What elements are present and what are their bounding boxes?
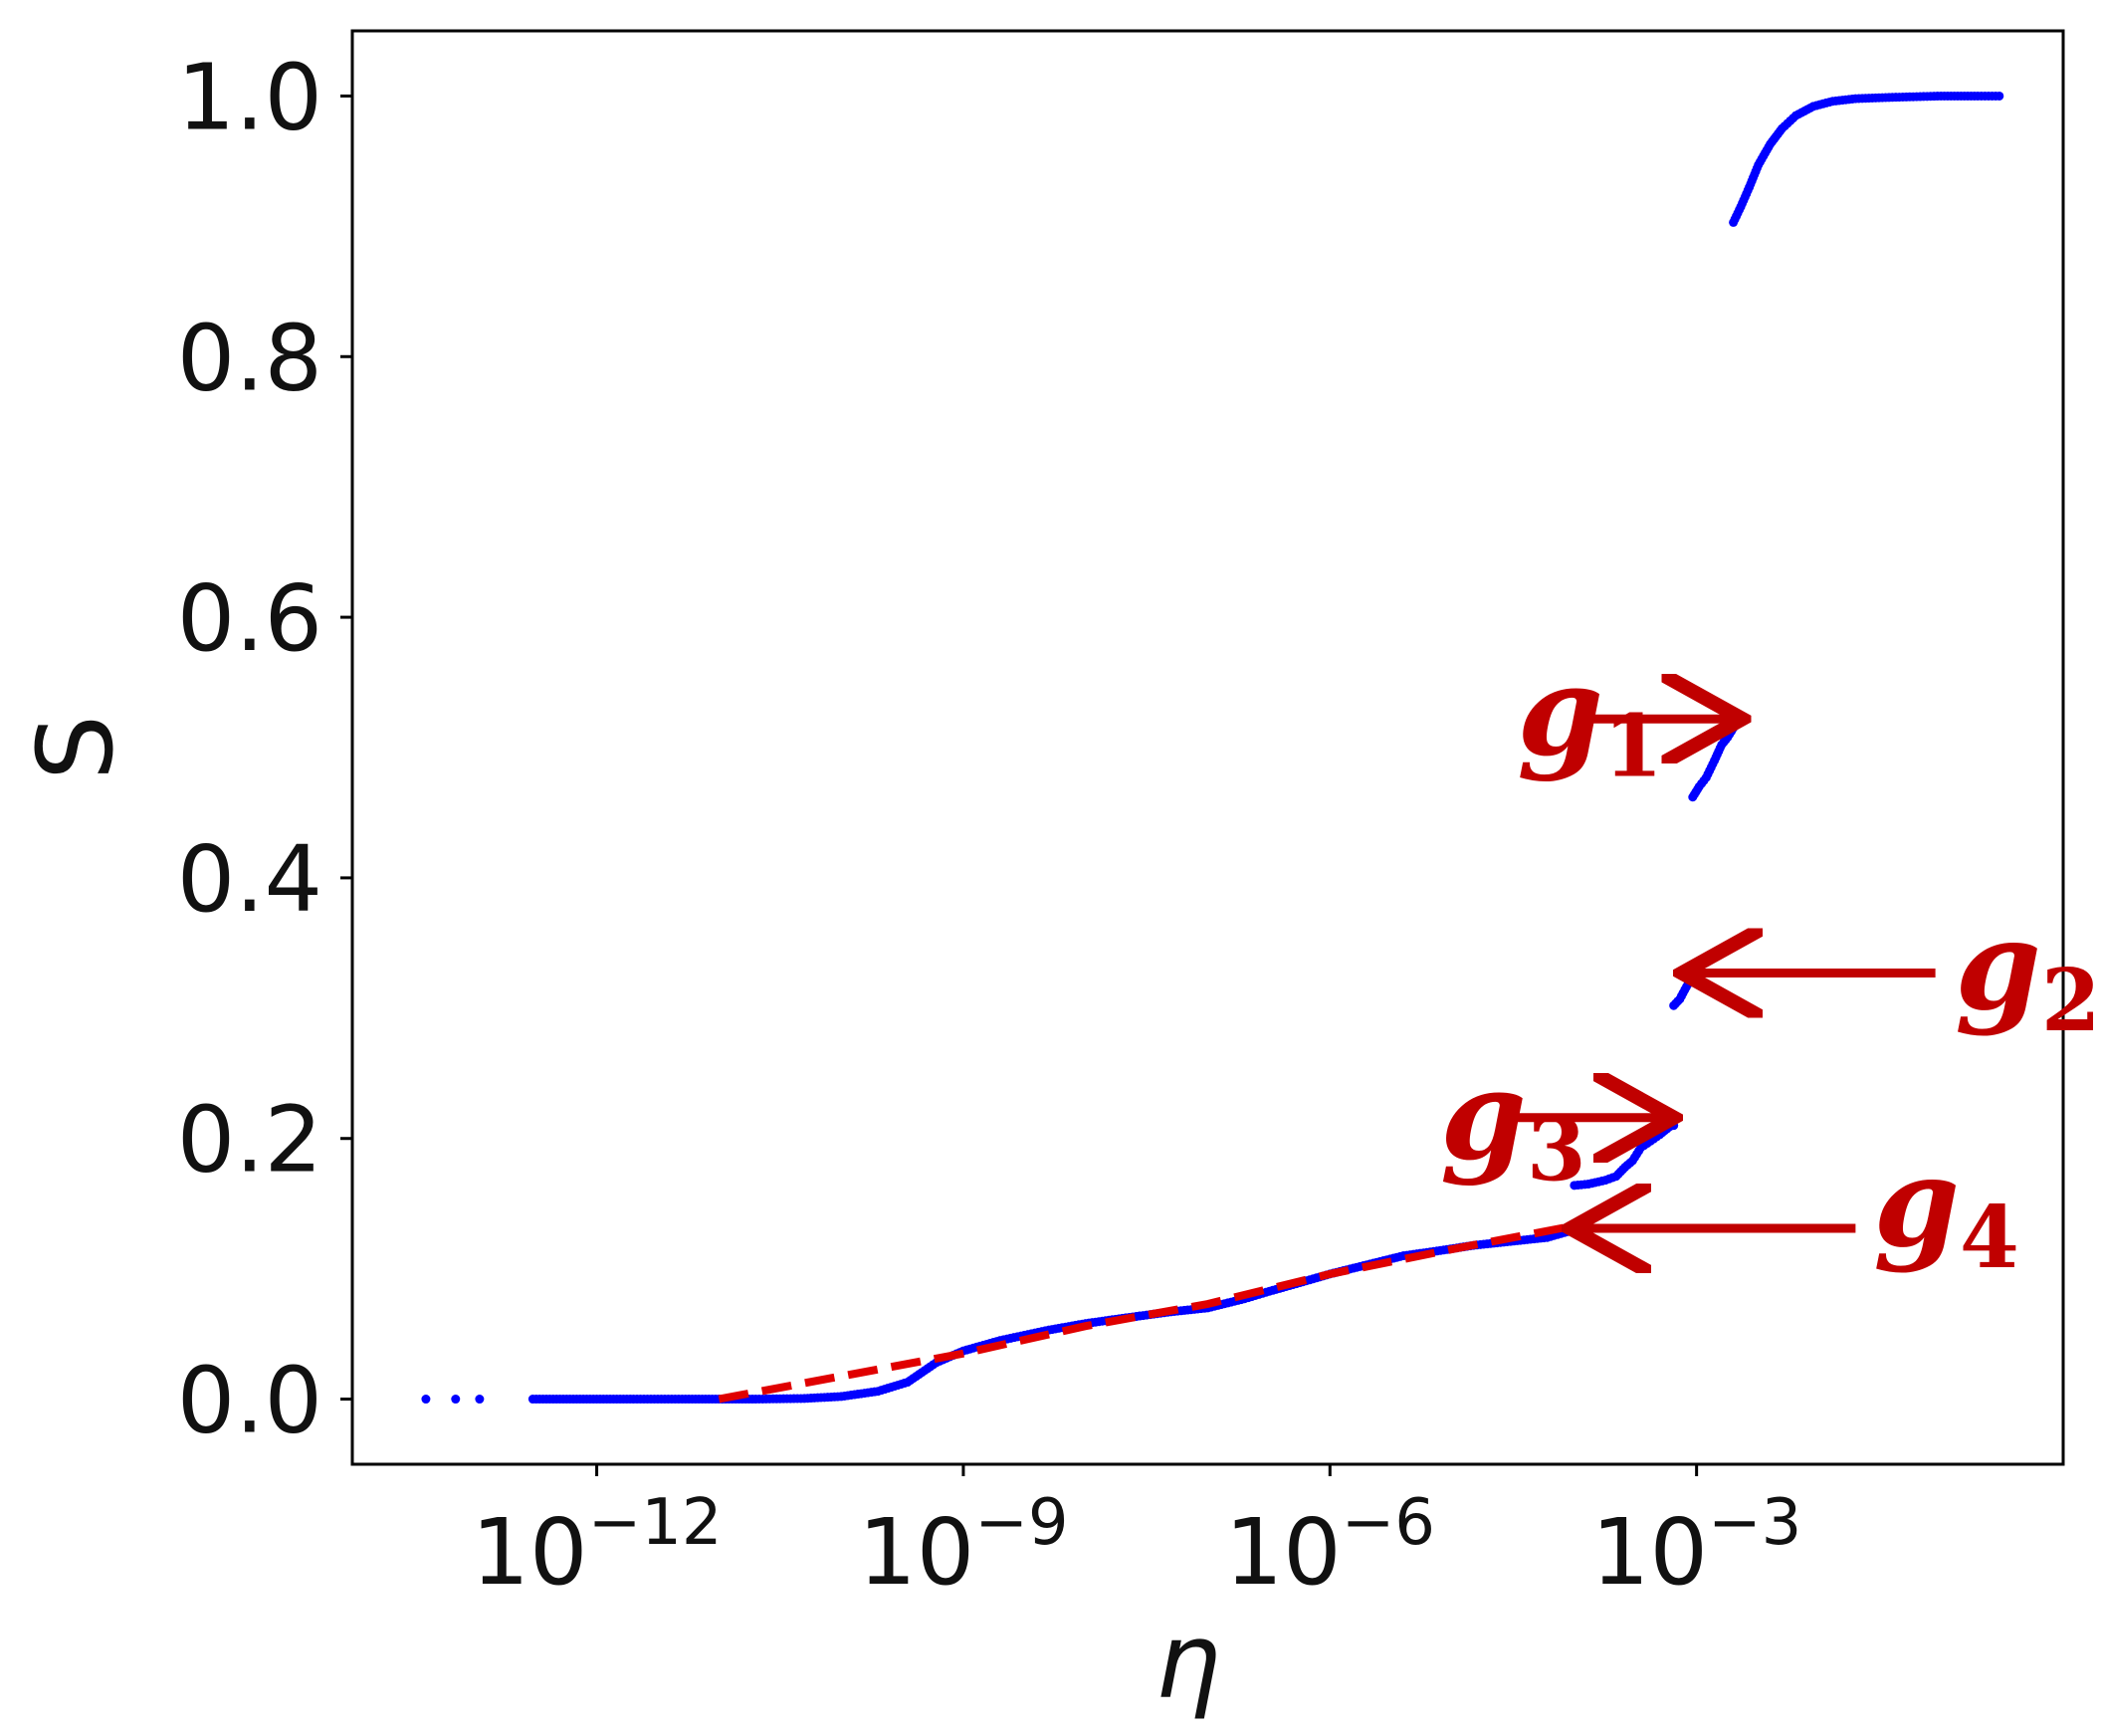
- y-tick-label: 0.6: [177, 565, 322, 672]
- data-point: [451, 1395, 461, 1405]
- data-point: [421, 1395, 431, 1405]
- data-point: [1995, 91, 2004, 101]
- x-tick-base: 10: [1591, 1499, 1708, 1606]
- annotation-subscript: 3: [1527, 1100, 1586, 1200]
- annotation-g2: g2: [1691, 894, 2101, 1051]
- x-tick-label: 10−6: [1225, 1486, 1435, 1606]
- annotation-label: g3: [1440, 1043, 1586, 1200]
- annotation-label: g4: [1873, 1131, 2019, 1288]
- y-tick-label: 1.0: [177, 44, 322, 150]
- plot-frame: [350, 29, 2065, 1466]
- annotation-symbol: g: [1873, 1131, 1960, 1275]
- y-tick-label: 0.4: [177, 826, 322, 933]
- series-segment: [1669, 976, 1695, 1010]
- data-point: [1729, 723, 1739, 733]
- x-tick-exponent: −6: [1342, 1486, 1435, 1560]
- y-tick-label: 0.2: [177, 1087, 322, 1194]
- data-point: [1669, 1121, 1679, 1131]
- x-tick-exponent: −12: [588, 1486, 723, 1560]
- y-tick-label: 0.0: [177, 1348, 322, 1454]
- annotation-label: g1: [1517, 640, 1663, 797]
- data-point: [1570, 1224, 1579, 1234]
- x-tick-exponent: −9: [974, 1486, 1068, 1560]
- x-tick-base: 10: [472, 1499, 588, 1606]
- annotation-symbol: g: [1955, 894, 2041, 1038]
- annotation-subscript: 1: [1603, 697, 1663, 797]
- x-axis-label: η: [1156, 1601, 1221, 1722]
- annotation-symbol: g: [1517, 640, 1603, 784]
- x-tick-exponent: −3: [1708, 1486, 1801, 1560]
- series-segment: [1729, 91, 2004, 227]
- series-segment: [1688, 723, 1739, 802]
- annotation-label: g2: [1955, 894, 2101, 1051]
- x-tick-label: 10−9: [858, 1486, 1068, 1606]
- annotation-g3: g3: [1440, 1043, 1665, 1200]
- x-tick-label: 10−3: [1591, 1486, 1801, 1606]
- x-tick-base: 10: [858, 1499, 974, 1606]
- annotation-subscript: 2: [2041, 951, 2101, 1051]
- x-tick-label: 10−12: [472, 1486, 723, 1606]
- data-point: [1685, 976, 1695, 985]
- data-point: [475, 1395, 485, 1405]
- annotation-subscript: 4: [1960, 1188, 2019, 1288]
- annotation-g1: g1: [1517, 640, 1733, 797]
- x-tick-base: 10: [1225, 1499, 1342, 1606]
- annotation-symbol: g: [1440, 1043, 1527, 1188]
- annotation-g4: g4: [1579, 1131, 2019, 1288]
- fit-line: [718, 1221, 1576, 1404]
- series-segment: [421, 1395, 485, 1405]
- y-axis-label: S: [15, 715, 136, 780]
- y-tick-label: 0.8: [177, 305, 322, 411]
